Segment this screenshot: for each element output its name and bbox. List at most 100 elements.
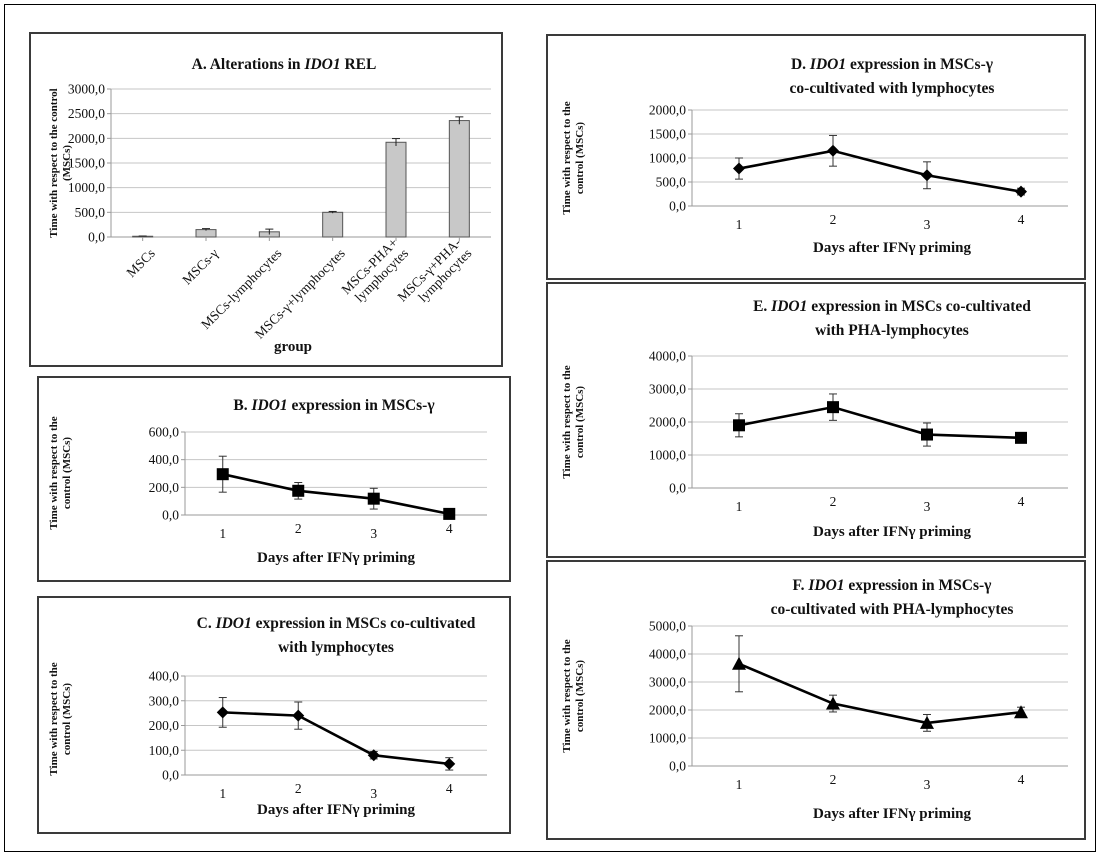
data-point-marker xyxy=(443,507,456,520)
data-point-marker xyxy=(920,715,934,729)
data-point-marker xyxy=(921,428,933,441)
y-axis-label: Time with respect to the xyxy=(48,416,60,529)
data-point-marker xyxy=(1015,185,1027,198)
y-axis-label: Time with respect to the xyxy=(48,662,60,775)
chart-panel-f: 0,0 1000,0 2000,0 3000,0 4000,0 5000,0 F. IDO1… xyxy=(546,560,1086,840)
chart-title-gene: IDO1 xyxy=(251,397,288,414)
chart-title-part: E. xyxy=(753,298,771,315)
chart-panel-c: 0,0 100,0 200,0 300,0 400,0 C. IDO1 expressio… xyxy=(37,596,511,834)
x-tick-label: 3 xyxy=(924,499,931,514)
y-tick-label: 500,0 xyxy=(656,175,687,190)
y-tick-label: 3000,0 xyxy=(649,382,686,397)
chart-svg-d: 0,0 500,0 1000,0 1500,0 2000,0 D. IDO1 expres… xyxy=(561,56,1068,256)
y-tick-label: 100,0 xyxy=(149,743,180,758)
data-point-marker xyxy=(826,696,840,710)
y-axis-label: control (MSCs) xyxy=(61,437,73,510)
chart-title: co-cultivated with PHA-lymphocytes xyxy=(771,601,1014,618)
data-point-marker xyxy=(216,706,229,719)
chart-title-gene: IDO1 xyxy=(809,56,846,73)
x-tick-label: 4 xyxy=(1018,494,1025,509)
x-tick-label: 2 xyxy=(295,521,302,536)
y-tick-label: 2000,0 xyxy=(649,415,686,430)
x-tick-label: 3 xyxy=(370,786,377,801)
data-point-marker xyxy=(1014,705,1028,719)
y-tick-label: 200,0 xyxy=(149,718,180,733)
y-tick-label: 1000,0 xyxy=(649,151,686,166)
chart-panel-a: 0,0 500,0 1000,0 1500,0 2000,0 2500,0 3000,0 A.… xyxy=(29,32,503,367)
x-tick-label: MSCs-γ xyxy=(179,246,221,288)
y-tick-label: 3000,0 xyxy=(649,675,686,690)
y-tick-label: 1000,0 xyxy=(649,448,686,463)
chart-title-part: B. xyxy=(233,397,251,414)
x-tick-label: 1 xyxy=(736,499,743,514)
x-tick-label: 3 xyxy=(924,777,931,792)
y-tick-label: 400,0 xyxy=(149,669,180,684)
y-axis-label: control (MSCs) xyxy=(574,386,586,459)
x-tick-label: 4 xyxy=(446,521,453,536)
figure-frame xyxy=(4,4,1096,852)
y-tick-label: 5000,0 xyxy=(649,619,686,634)
chart-title-part: D. xyxy=(791,56,810,73)
chart-title: D. IDO1 expression in MSCs-γ xyxy=(791,56,994,73)
data-point-marker xyxy=(1015,431,1027,444)
chart-title-part: C. xyxy=(197,615,216,632)
data-point-marker xyxy=(292,484,305,497)
x-axis-label: Days after IFNγ priming xyxy=(813,806,971,822)
y-tick-label: 4000,0 xyxy=(649,647,686,662)
chart-title-part: expression in MSCs co-cultivated xyxy=(807,298,1031,315)
x-tick-label: 2 xyxy=(830,772,837,787)
chart-title-part: A. Alterations in xyxy=(192,56,305,73)
x-tick-label-group: MSCs-γ+PHA-lymphocytes xyxy=(394,235,474,305)
bar xyxy=(322,211,344,238)
x-tick-label: 1 xyxy=(736,217,743,232)
chart-title-part: expression in MSCs-γ xyxy=(846,56,994,73)
series-line xyxy=(738,662,1022,725)
y-axis-label: control (MSCs) xyxy=(574,660,586,733)
chart-title-part: with PHA-lymphocytes xyxy=(815,322,969,339)
y-tick-label: 0,0 xyxy=(669,759,686,774)
chart-title-part: REL xyxy=(341,56,377,73)
y-tick-label: 400,0 xyxy=(149,452,180,467)
y-tick-label: 200,0 xyxy=(149,480,180,495)
y-axis-label-group: Time with respect to the control (MSCs) xyxy=(561,639,586,752)
chart-title-gene: IDO1 xyxy=(215,615,252,632)
data-point-marker xyxy=(443,757,456,770)
bar xyxy=(195,229,217,238)
chart-title-part: expression in MSCs-γ xyxy=(845,577,993,594)
chart-title: A. Alterations in IDO1 REL xyxy=(192,56,377,73)
y-tick-label: 0,0 xyxy=(88,230,105,245)
x-tick-label: 2 xyxy=(830,494,837,509)
y-tick-label: 0,0 xyxy=(162,768,179,783)
y-tick-label: 0,0 xyxy=(669,481,686,496)
x-tick-label: MSCs xyxy=(123,246,157,280)
data-point-marker xyxy=(733,162,745,175)
x-axis-label: Days after IFNγ priming xyxy=(813,524,971,540)
y-axis-label-group: Time with respect to the control (MSCs) xyxy=(48,662,73,775)
y-tick-label: 3000,0 xyxy=(68,82,105,97)
y-axis-label-group: Time with respect to the control (MSCs) xyxy=(561,365,586,478)
y-axis-label: Time with respect to the control xyxy=(48,88,60,237)
data-point-marker xyxy=(921,169,933,182)
x-axis-label: group xyxy=(274,339,312,355)
x-tick-label: 4 xyxy=(1018,212,1025,227)
bar xyxy=(448,120,470,238)
x-axis-label: Days after IFNγ priming xyxy=(813,240,971,256)
y-axis-label: control (MSCs) xyxy=(574,122,586,195)
y-axis-label: Time with respect to the xyxy=(561,365,573,478)
chart-title: B. IDO1 expression in MSCs-γ xyxy=(233,397,435,414)
data-point-marker xyxy=(367,749,380,762)
y-axis-label-group: Time with respect to the control (MSCs) xyxy=(561,101,586,214)
y-tick-label: 4000,0 xyxy=(649,349,686,364)
chart-title-gene: IDO1 xyxy=(770,298,807,315)
chart-title: E. IDO1 expression in MSCs co-cultivated xyxy=(753,298,1031,315)
x-tick-label: 3 xyxy=(370,526,377,541)
data-point-marker xyxy=(733,419,745,432)
y-axis-label: Time with respect to the xyxy=(561,639,573,752)
y-tick-label: 600,0 xyxy=(149,425,180,440)
data-point-marker xyxy=(827,401,839,414)
y-axis-label-group: Time with respect to the control (MSCs) xyxy=(48,88,73,237)
x-axis-label: Days after IFNγ priming xyxy=(257,802,415,818)
y-tick-label: 2500,0 xyxy=(68,106,105,121)
chart-title-part: F. xyxy=(793,577,809,594)
y-tick-label: 0,0 xyxy=(162,508,179,523)
